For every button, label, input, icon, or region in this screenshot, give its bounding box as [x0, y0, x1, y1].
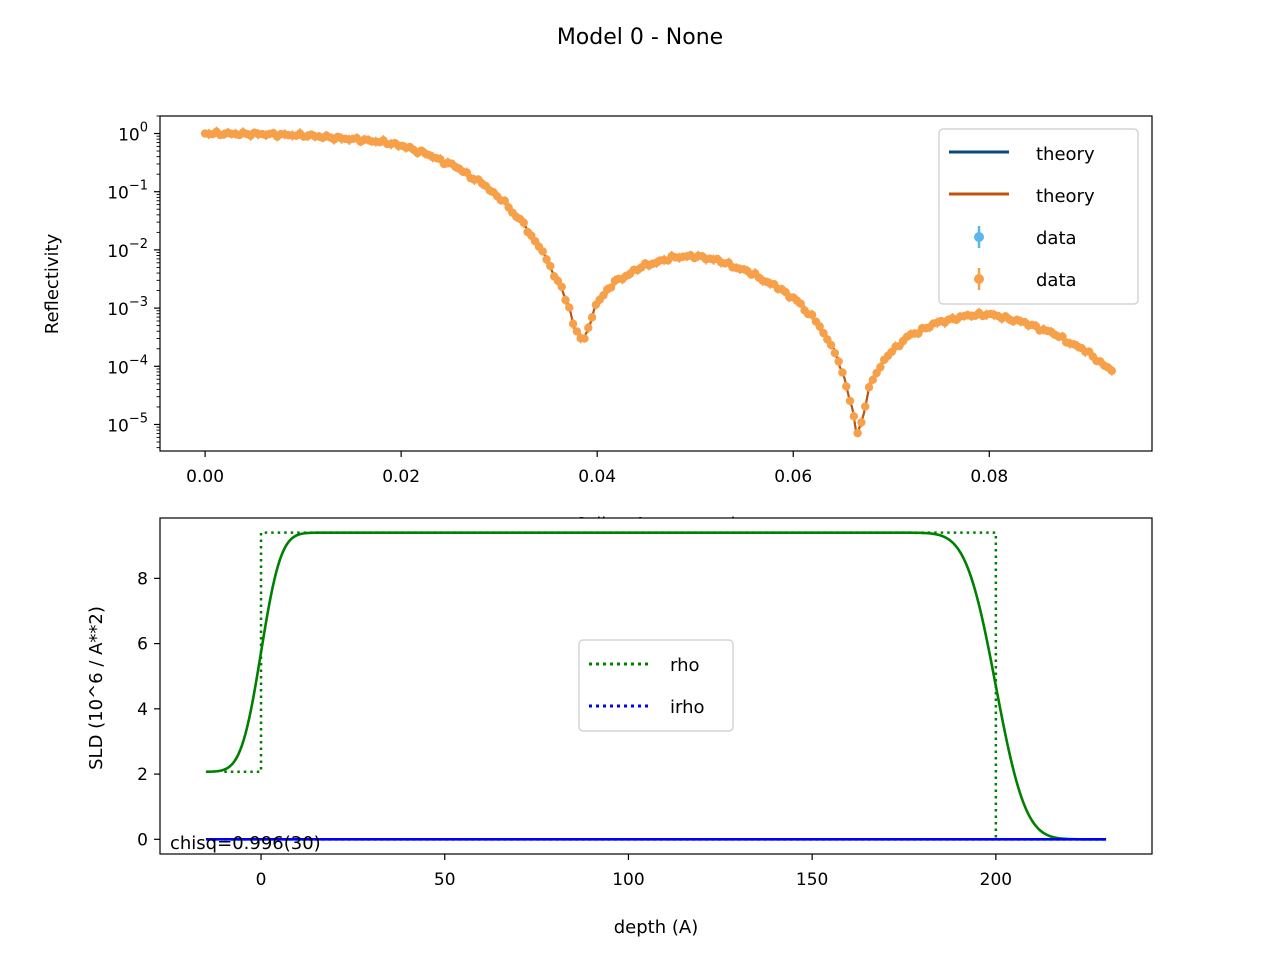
y-tick-label: 100 — [118, 121, 148, 146]
x-tick-label: 0.08 — [970, 467, 1008, 487]
y-tick-exponent: −4 — [129, 353, 148, 368]
sld-axes-frame — [159, 517, 1153, 855]
data-point — [861, 402, 870, 411]
data-point — [584, 323, 593, 333]
data-point — [587, 313, 597, 322]
data-point — [807, 310, 817, 319]
data-point — [849, 412, 859, 421]
data-point — [538, 247, 547, 256]
y-tick-exponent: 0 — [140, 121, 148, 136]
x-tick-label: 0.04 — [578, 467, 616, 487]
sld-x-axis-label: depth (A) — [614, 917, 698, 938]
y-tick-exponent: −5 — [129, 411, 148, 426]
sld-panel: 0 50 100 150 200 0 2 4 6 8 depth (A) SLD (10^6 /… — [86, 517, 1153, 938]
data-point — [842, 382, 851, 391]
x-tick-label: 150 — [796, 870, 828, 890]
chisq-annotation: chisq=0.996(30) — [170, 833, 321, 854]
x-tick-label: 100 — [612, 870, 644, 890]
data-point — [838, 368, 847, 377]
reflectivity-legend-box — [938, 128, 1139, 305]
data-point — [519, 218, 528, 227]
legend-label-data-1: data — [1036, 228, 1077, 249]
y-tick-base: 10 — [107, 184, 129, 204]
legend-label-irho: irho — [670, 697, 705, 718]
data-point — [834, 357, 843, 366]
legend-label-rho: rho — [670, 655, 700, 676]
legend-label-theory-1: theory — [1036, 144, 1095, 165]
data-series-points — [200, 126, 1117, 438]
y-tick-base: 10 — [107, 300, 129, 320]
y-tick-label: 6 — [137, 635, 148, 655]
reflectivity-axes-frame — [159, 115, 1153, 452]
x-tick-label: 200 — [980, 870, 1012, 890]
sld-plot-area — [205, 531, 1107, 841]
sld-legend: rho irho — [578, 639, 734, 732]
data-point — [572, 327, 582, 336]
legend-swatch-data-2-marker — [974, 274, 984, 284]
data-point — [857, 418, 866, 427]
data-point — [853, 428, 862, 438]
y-tick-exponent: −1 — [129, 179, 148, 194]
data-point — [830, 348, 840, 358]
data-point — [606, 283, 616, 292]
x-tick-label: 0.00 — [186, 467, 224, 487]
data-point — [500, 196, 509, 205]
data-point — [561, 295, 570, 305]
data-point — [864, 383, 874, 392]
y-tick-base: 10 — [107, 242, 129, 262]
data-point — [568, 319, 578, 328]
data-point — [546, 261, 555, 271]
data-point — [815, 322, 824, 331]
reflectivity-legend: theory theory data data — [938, 128, 1139, 305]
data-point — [819, 328, 828, 338]
sld-x-ticks: 0 50 100 150 200 — [256, 854, 1012, 890]
reflectivity-x-ticks: 0.00 0.02 0.04 0.06 0.08 — [186, 451, 1008, 487]
data-point — [826, 340, 836, 350]
y-tick-label: 10−3 — [107, 295, 148, 320]
x-tick-label: 0.02 — [382, 467, 420, 487]
legend-label-theory-2: theory — [1036, 186, 1095, 207]
y-tick-base: 10 — [107, 358, 129, 378]
reflectivity-plot-area — [200, 126, 1117, 438]
legend-label-data-2: data — [1036, 270, 1077, 291]
sld-legend-box — [578, 639, 734, 732]
x-tick-label: 0 — [256, 870, 267, 890]
sld-y-ticks: 0 2 4 6 8 — [137, 569, 160, 850]
reflectivity-y-axis-label: Reflectivity — [42, 233, 63, 334]
y-tick-label: 10−4 — [107, 353, 148, 378]
data-point — [796, 299, 805, 308]
y-tick-label: 10−1 — [107, 179, 148, 204]
y-tick-exponent: −3 — [129, 295, 148, 310]
y-tick-label: 8 — [137, 569, 148, 589]
legend-swatch-data-1-marker — [974, 232, 984, 242]
y-tick-label: 10−5 — [107, 411, 148, 436]
data-point — [557, 282, 566, 291]
data-point — [542, 255, 551, 264]
y-tick-label: 10−2 — [107, 237, 148, 262]
y-tick-label: 2 — [137, 765, 148, 785]
x-tick-label: 50 — [434, 870, 456, 890]
data-point — [845, 396, 855, 406]
data-point — [580, 334, 589, 343]
data-point — [1107, 366, 1117, 375]
y-tick-label: 0 — [137, 830, 148, 850]
y-tick-base: 10 — [107, 416, 129, 436]
y-tick-base: 10 — [118, 126, 140, 146]
figure-title: Model 0 - None — [557, 25, 723, 50]
data-point — [565, 303, 574, 312]
data-point — [876, 362, 885, 372]
sld-y-axis-label: SLD (10^6 / A**2) — [86, 606, 107, 770]
data-point — [868, 375, 877, 384]
y-tick-label: 4 — [137, 700, 148, 720]
rho-dotted-line — [224, 531, 998, 840]
x-tick-label: 0.06 — [774, 467, 812, 487]
y-tick-exponent: −2 — [129, 237, 148, 252]
